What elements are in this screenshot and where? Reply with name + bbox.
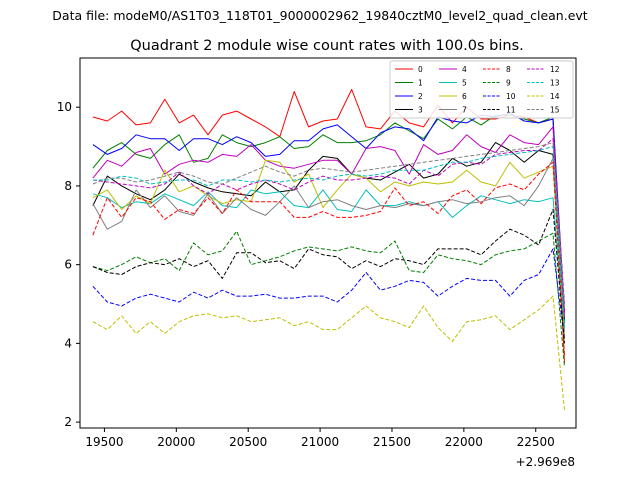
legend-label-12: 12 — [550, 65, 560, 74]
series-line-2 — [92, 112, 565, 312]
plot-frame — [79, 57, 577, 429]
series-line-12 — [92, 138, 565, 305]
legend-label-3: 3 — [418, 106, 423, 115]
legend-label-9: 9 — [506, 79, 511, 88]
x-tick-label-3: 21000 — [301, 435, 339, 449]
series-line-3 — [92, 142, 565, 320]
legend-label-11: 11 — [506, 106, 516, 115]
x-tick-label-2: 20500 — [229, 435, 267, 449]
x-axis: 19500 20000 20500 21000 21500 22000 22500 — [85, 428, 555, 449]
series-line-9 — [92, 230, 565, 368]
series-line-15 — [92, 142, 565, 308]
x-tick-label-0: 19500 — [85, 435, 123, 449]
y-axis: 2 4 6 8 10 — [57, 100, 80, 429]
legend-label-14: 14 — [550, 92, 560, 101]
series-line-5 — [92, 189, 565, 336]
legend-label-15: 15 — [550, 106, 560, 115]
legend-label-13: 13 — [550, 79, 560, 88]
legend-label-6: 6 — [462, 92, 467, 101]
legend-label-2: 2 — [418, 92, 423, 101]
legend-label-10: 10 — [506, 92, 516, 101]
series-line-4 — [92, 126, 565, 316]
series-line-7 — [92, 157, 565, 332]
series-line-14 — [92, 295, 565, 411]
series-line-10 — [92, 248, 565, 340]
series-line-11 — [92, 209, 565, 344]
legend-label-4: 4 — [462, 65, 467, 74]
series-line-13 — [92, 146, 565, 328]
chart-suptitle: Data file: modeM0/AS1T03_118T01_90000029… — [52, 8, 587, 23]
y-tick-label-0: 2 — [64, 415, 72, 429]
legend-label-1: 1 — [418, 79, 423, 88]
y-tick-label-1: 4 — [64, 336, 72, 350]
series-line-8 — [92, 161, 565, 356]
x-tick-label-1: 20000 — [157, 435, 195, 449]
series-line-1 — [92, 114, 565, 324]
y-tick-label-4: 10 — [57, 100, 72, 114]
x-axis-offset-label: +2.969e8 — [516, 455, 575, 469]
x-tick-label-5: 22000 — [445, 435, 483, 449]
y-tick-label-3: 8 — [64, 179, 72, 193]
series-layer — [92, 89, 565, 411]
y-tick-label-2: 6 — [64, 258, 72, 272]
legend-label-7: 7 — [462, 106, 467, 115]
x-tick-label-6: 22500 — [517, 435, 555, 449]
chart-title: Quadrant 2 module wise count rates with … — [130, 38, 524, 54]
legend-box — [389, 60, 574, 119]
legend-label-5: 5 — [462, 79, 467, 88]
legend-label-8: 8 — [506, 65, 511, 74]
x-tick-label-4: 21500 — [373, 435, 411, 449]
series-line-0 — [92, 89, 565, 364]
legend-label-0: 0 — [418, 65, 423, 74]
